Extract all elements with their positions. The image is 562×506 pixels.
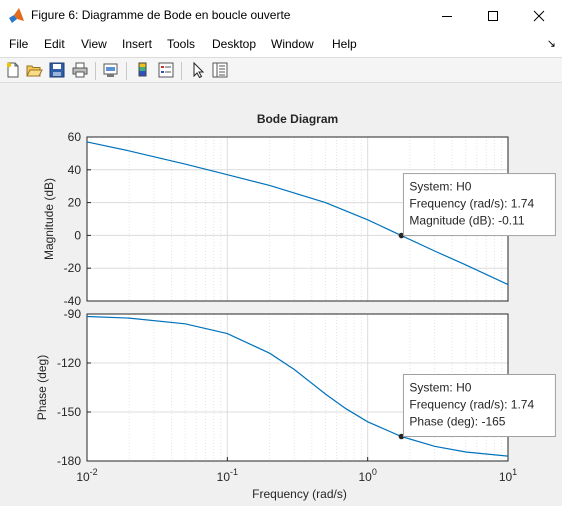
menu-desktop[interactable]: Desktop [212,37,257,51]
x-axis-label: Frequency (rad/s) [252,487,347,501]
link-plot-icon[interactable] [102,61,120,79]
x-tick-label: 10-1 [217,467,238,484]
close-button[interactable] [516,0,562,31]
magnitude-y-tick-label: -20 [64,261,82,275]
dock-arrow-icon[interactable]: ↘ [546,38,556,50]
magnitude-datatip-text: Magnitude (dB): -0.11 [409,214,524,228]
menu-insert[interactable]: Insert [122,37,153,51]
menu-bar: File Edit View Insert Tools Desktop Wind… [0,31,562,57]
open-file-icon[interactable] [25,61,43,79]
magnitude-datatip-box[interactable] [402,173,556,237]
chart-title: Bode Diagram [257,112,338,126]
maximize-button[interactable] [470,0,516,31]
phase-datatip-text: Frequency (rad/s): 1.74 [409,398,534,412]
phase-datatip-box[interactable] [402,374,556,437]
magnitude-datatip-marker[interactable] [398,232,405,239]
insert-legend-icon[interactable] [157,61,175,79]
phase-axis-label: Phase (deg) [35,355,49,420]
figure-toolbar [0,57,562,83]
menu-help[interactable]: Help [332,37,357,51]
magnitude-y-tick-label: 20 [68,196,82,210]
magnitude-curve[interactable] [86,141,509,286]
close-icon [533,10,545,21]
bode-plot[interactable]: Bode Diagram 60 40 20 0 -20 -40 Magnitude (dB) S… [0,83,562,506]
magnitude-y-tick-label: -40 [64,294,82,308]
phase-datatip-text: System: H0 [409,381,471,395]
save-icon[interactable] [48,61,66,79]
title-bar: Figure 6: Diagramme de Bode en boucle ou… [0,0,562,31]
menu-tools[interactable]: Tools [167,37,196,51]
x-tick-label: 10-2 [76,467,97,484]
phase-datatip-marker[interactable] [398,433,405,440]
maximize-icon [488,10,498,21]
minimize-icon [442,15,452,17]
phase-y-tick-label: -90 [64,307,82,321]
magnitude-axis-label: Magnitude (dB) [42,178,56,260]
phase-y-tick-label: -150 [57,405,81,419]
x-tick-label: 100 [358,467,376,484]
edit-plot-arrow-icon[interactable] [189,61,207,79]
toolbar-separator [126,62,127,80]
phase-datatip-text: Phase (deg): -165 [409,415,505,429]
window-title: Figure 6: Diagramme de Bode en boucle ou… [31,8,291,22]
magnitude-y-tick-label: 60 [68,130,82,144]
menu-view[interactable]: View [81,37,107,51]
insert-colorbar-icon[interactable] [134,61,152,79]
matlab-logo-icon [9,8,24,23]
phase-y-tick-label: -180 [57,454,81,468]
x-tick-label: 101 [499,467,517,484]
phase-curve[interactable] [86,315,509,457]
toolbar-separator [181,62,182,80]
print-icon[interactable] [71,61,89,79]
menu-edit[interactable]: Edit [44,37,65,51]
figure-canvas: Bode Diagram 60 40 20 0 -20 -40 Magnitude (dB) S… [0,83,562,506]
magnitude-datatip-text: System: H0 [409,180,471,194]
new-figure-icon[interactable] [4,61,22,79]
menu-file[interactable]: File [9,37,29,51]
magnitude-y-tick-label: 40 [68,163,82,177]
property-inspector-icon[interactable] [211,61,229,79]
toolbar-separator [95,62,96,80]
phase-y-tick-label: -120 [57,356,81,370]
magnitude-datatip-text: Frequency (rad/s): 1.74 [409,197,534,211]
minimize-button[interactable] [424,0,470,31]
magnitude-y-tick-label: 0 [74,228,81,242]
menu-window[interactable]: Window [271,37,314,51]
